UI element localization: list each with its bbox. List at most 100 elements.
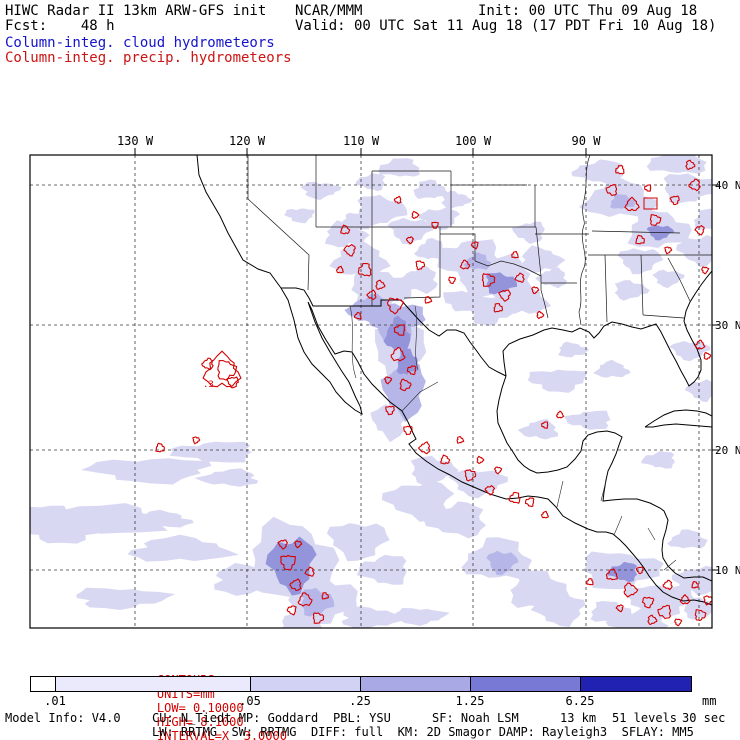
colorbar-tick-label: 1.25 [455,694,485,708]
coastline-gulf-yucatan [496,375,712,582]
model-cu-mp: CU: N_Tiedt MP: Goddard [152,711,319,725]
map-frame-group: 130 W 120 W 110 W 100 W 90 W 40 N 30 N 2… [29,134,740,629]
lat-label: 40 N [715,179,740,192]
cloud-shade-blob [30,518,104,544]
cloud-shade-blob [667,529,708,549]
cloud-shade-blob [413,179,450,199]
precip-contour [393,195,402,204]
colorbar [30,676,692,692]
precip-contour [703,595,712,606]
lon-label: 120 W [229,134,266,148]
precip-contour [286,605,297,616]
precip-contour [525,497,535,508]
cloud-shade-blob [357,554,407,585]
field-precip-label: Column-integ. precip. hydrometeors [5,50,292,66]
colorbar-segment [251,677,361,691]
cloud-shade-blob [558,341,590,358]
cloud-shade-blob [326,523,390,562]
coastline-us-gulf-atlantic [502,270,712,387]
precip-contour [694,225,705,236]
precip-contour [508,491,521,504]
precip-contour [383,376,393,385]
lon-label: 90 W [572,134,602,148]
precip-contour [357,262,372,277]
precip-contour [624,196,640,212]
precip-contour [448,276,457,285]
cloud-shade-blob [593,359,631,378]
colorbar-segment [361,677,471,691]
precip-contour [424,295,433,304]
cloud-shade-blob [607,561,638,583]
cloud-shade-blob [410,455,459,486]
cloud-shade-blob [684,379,712,402]
contour-info-high: HIGH= 8.1000 [156,715,244,729]
cloud-shade-blob [355,173,386,192]
precip-contour [417,441,431,455]
model-info-title: Model Info: V4.0 [5,711,121,725]
colorbar-tick-label: 6.25 [565,694,595,708]
precip-contour [674,618,683,627]
cloud-shade-blob [265,536,317,596]
cloud-shade-blob [81,458,212,485]
precip-contour [470,241,479,250]
model-timestep: 30 sec [682,711,726,725]
lat-label: 20 N [715,444,740,457]
precip-contour [605,184,618,197]
precip-contour [531,286,540,295]
precip-contour [366,289,377,301]
lon-label: 130 W [117,134,154,148]
cloud-shade-blob [614,280,650,301]
precip-contour [335,265,344,274]
precip-contour [635,566,644,575]
precip-contour [415,260,426,271]
cloud-shade-blob [609,194,635,209]
model-sf: SF: Noah LSM [432,711,519,725]
precip-contour [623,582,639,598]
precip-contour [615,604,624,613]
precip-contour [393,324,406,336]
precip-contour [615,165,625,175]
precip-contour [536,310,545,320]
cloud-shade-blob [30,505,70,526]
cloud-shade-blob [527,369,588,393]
cloud-shade-blob [123,509,194,528]
cloud-shade-blob [378,158,421,177]
precip-contour [695,339,706,350]
cloud-shade-blob [511,221,545,244]
precip-contour [406,365,417,376]
precip-contour [647,614,658,626]
precip-contour [540,421,549,429]
precip-contour [691,580,699,589]
org-label: NCAR/MMM [295,3,363,19]
precip-contour [312,612,325,624]
precip-contour [649,214,662,227]
mexico-centam-borders [349,305,677,571]
precip-contour [694,609,707,622]
precip-contour [277,539,288,550]
cloud-shade-blob [510,570,570,608]
precip-contour [431,221,439,230]
cloud-shade-blob [443,290,481,312]
cloud-shade-blob [682,597,712,620]
precip-contour [340,224,351,235]
precip-contour [375,279,386,290]
precip-contour [217,359,238,381]
precip-contour [280,554,296,571]
precip-contour [641,596,655,609]
contour-info-low: LOW= 0.10000 [156,701,244,715]
cloud-shade-blob [387,217,434,245]
cloud-shade-blob [169,441,253,463]
colorbar-segment [56,677,251,691]
precip-contour [192,436,201,445]
precip-contour [540,510,549,519]
precip-contour [201,357,214,371]
cloud-shade-blob [485,272,518,295]
cloud-shade-blob [676,234,712,268]
cloud-shade-blob [563,410,611,430]
us-state-borders [247,155,712,326]
cloud-shade-blob [395,607,450,626]
contour-max-box [643,197,658,210]
precip-contour-layer [155,159,712,627]
colorbar-tick-label: .01 [44,694,66,708]
